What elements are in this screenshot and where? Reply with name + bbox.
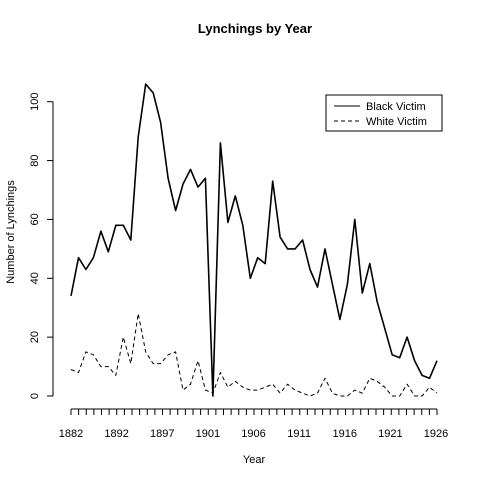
y-axis-label: Number of Lynchings xyxy=(5,180,17,284)
x-tick-label: 1882 xyxy=(59,428,83,440)
x-tick-label: 1906 xyxy=(241,428,265,440)
x-tick-label: 1901 xyxy=(196,428,220,440)
legend: Black Victim White Victim xyxy=(325,94,443,132)
x-tick-label: 1892 xyxy=(104,428,128,440)
x-tick-label: 1911 xyxy=(287,428,311,440)
y-tick-label: 20 xyxy=(29,331,41,343)
plot-area xyxy=(70,83,438,397)
legend-label-black-victim: Black Victim xyxy=(366,101,426,113)
x-tick-label: 1897 xyxy=(150,428,174,440)
y-tick-label: 40 xyxy=(29,272,41,284)
y-axis: 0 20 40 60 80 100 xyxy=(29,93,54,399)
series-line-white-victim xyxy=(70,313,438,397)
legend-label-white-victim: White Victim xyxy=(366,116,427,128)
y-tick-label: 80 xyxy=(29,154,41,166)
x-tick-label: 1921 xyxy=(378,428,402,440)
x-axis: 1882 1892 1897 1901 1906 1911 1916 1921 1926 xyxy=(59,408,448,440)
y-tick-label: 100 xyxy=(29,93,41,111)
x-tick-label: 1926 xyxy=(424,428,448,440)
chart-title: Lynchings by Year xyxy=(198,21,312,36)
legend-box xyxy=(325,94,443,132)
x-tick-label: 1916 xyxy=(333,428,357,440)
y-tick-label: 60 xyxy=(29,213,41,225)
x-axis-label: Year xyxy=(243,454,266,466)
series-line-black-victim xyxy=(70,83,438,397)
y-tick-label: 0 xyxy=(29,393,41,399)
